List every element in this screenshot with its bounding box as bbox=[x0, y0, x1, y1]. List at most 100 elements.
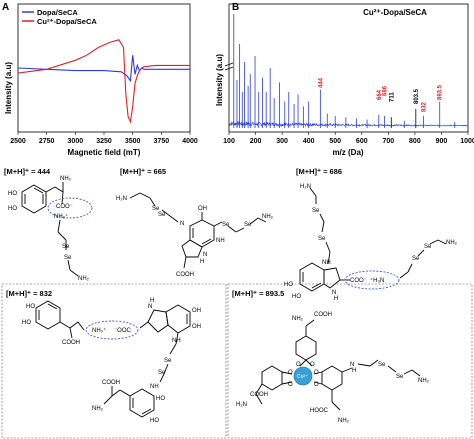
x-tick-label: 600 bbox=[356, 138, 368, 145]
atom-665-h2n: H₂N bbox=[116, 196, 127, 202]
structure-832-box bbox=[1, 283, 227, 439]
x-tick-label: 200 bbox=[250, 138, 262, 145]
atom-665-h: H bbox=[200, 259, 204, 265]
atom-444-se1: Se bbox=[62, 244, 70, 250]
epr-series-1 bbox=[17, 39, 190, 124]
atom-893-o2: O bbox=[310, 362, 315, 368]
structure-832-label: [M+H]⁺ = 832 bbox=[6, 289, 52, 298]
x-tick-label: 3750 bbox=[154, 138, 170, 145]
atom-444-coo: COO⁻ bbox=[56, 204, 73, 210]
x-tick-label: 100 bbox=[223, 138, 235, 145]
atom-686-h2n: H₂N bbox=[300, 184, 311, 190]
atom-686-coo: COO⁻ bbox=[350, 278, 367, 284]
panel-b-letter: B bbox=[232, 2, 239, 13]
peak-label: 444 bbox=[318, 77, 324, 88]
atom-686-nh2: NH₂ bbox=[446, 240, 458, 246]
ring-893-left bbox=[261, 365, 283, 391]
structure-686-label: [M+H]⁺ = 686 bbox=[296, 167, 342, 176]
atom-665-nh-side: NH bbox=[216, 238, 225, 244]
x-tick-label: 300 bbox=[276, 138, 288, 145]
panel-b-plot-frame bbox=[228, 3, 469, 133]
atom-893-nh2-bottom: NH₂ bbox=[338, 418, 350, 424]
atom-665-n: N bbox=[180, 221, 184, 227]
atom-893-n: N bbox=[350, 362, 354, 368]
atom-665-cooh: COOH bbox=[176, 272, 194, 278]
panel-a-legend: Dopa/SeCA Cu²⁺-Dopa/SeCA bbox=[22, 8, 97, 26]
ring-893-top bbox=[295, 335, 317, 361]
atom-893-se2: Se bbox=[396, 374, 404, 380]
x-tick-label: 400 bbox=[303, 138, 315, 145]
panel-a-ylabel: Intensity (a.u) bbox=[4, 62, 13, 114]
axis-break-mark bbox=[224, 62, 234, 71]
x-tick-label: 700 bbox=[382, 138, 394, 145]
panel-b-title: Cu²⁺-Dopa/SeCA bbox=[363, 8, 427, 17]
atom-444-ho1: HO bbox=[8, 191, 17, 197]
structure-893-box bbox=[227, 283, 473, 439]
structure-444-label: [M+H]⁺ = 444 bbox=[4, 167, 51, 176]
panel-b-chart: B Cu²⁺-Dopa/SeCA Intensity (a.u) 100 200 3… bbox=[215, 2, 474, 157]
pyrrole-686 bbox=[323, 267, 341, 289]
atom-444-nh3: NH₃⁺ bbox=[54, 213, 68, 220]
atom-832-nh2b: NH₂ bbox=[92, 406, 104, 412]
panel-a-chart: A Intensity (a.u) 2500 2750 3000 3250 3500 37… bbox=[2, 2, 198, 157]
ion-pair-ellipse-686 bbox=[344, 270, 400, 290]
structure-893-label: [M+H]⁺ = 893.5 bbox=[232, 289, 284, 298]
peak-label: 686 bbox=[383, 85, 389, 96]
atom-832-se1: Se bbox=[164, 358, 172, 364]
atom-832-ho3: HO bbox=[156, 396, 165, 402]
panel-b-x-ticks: 100 200 300 400 500 600 700 800 900 1000 bbox=[223, 132, 474, 145]
atoms-444: HO HO NH₂ COO⁻ NH₃⁺ Se Se NH₂ bbox=[8, 176, 90, 282]
atom-832-cooh2: COOH bbox=[102, 380, 120, 386]
peak-label: 664 bbox=[377, 89, 383, 100]
x-tick-label: 2750 bbox=[39, 138, 55, 145]
atom-893-o3: O bbox=[288, 370, 293, 376]
ring-832-right bbox=[165, 304, 191, 334]
structure-665-label: [M+H]⁺ = 665 bbox=[120, 167, 166, 176]
copper-ion-marker bbox=[293, 366, 313, 386]
atom-832-ooc: ⁻OOC bbox=[114, 328, 132, 334]
atom-832-n: N bbox=[148, 304, 152, 310]
x-tick-label: 4000 bbox=[182, 138, 198, 145]
panel-a-plot-area bbox=[17, 39, 190, 124]
epr-series-0 bbox=[17, 55, 190, 83]
x-tick-label: 3500 bbox=[125, 138, 141, 145]
atom-665-nh2: NH₂ bbox=[262, 214, 274, 220]
atom-832-nh1: NH bbox=[172, 338, 181, 344]
atom-893-h2n: H₂N bbox=[236, 402, 247, 408]
atom-832-se2: Se bbox=[158, 370, 166, 376]
structures-area: [M+H]⁺ = 444 [M+H]⁺ = 665 [M+H]⁺ = 686 [… bbox=[1, 167, 473, 439]
atom-832-ho4: HO bbox=[150, 418, 159, 424]
legend-label-dopa: Dopa/SeCA bbox=[37, 8, 78, 17]
atom-444-nh2: NH₂ bbox=[60, 176, 72, 182]
atom-686-ho1: HO bbox=[284, 282, 293, 288]
atom-893-o5: O bbox=[288, 382, 293, 388]
panel-b-xlabel: m/z (Da) bbox=[332, 148, 363, 157]
panel-a-x-ticks: 2500 2750 3000 3250 3500 3750 4000 bbox=[10, 132, 198, 145]
x-tick-label: 900 bbox=[436, 138, 448, 145]
atom-893-se1: Se bbox=[378, 362, 386, 368]
spectrum-baseline bbox=[228, 121, 469, 128]
atom-832-oh1: OH bbox=[192, 308, 201, 314]
atom-832-ho2: HO bbox=[22, 320, 31, 326]
panel-a-letter: A bbox=[2, 2, 9, 13]
atom-893-nh2-right: NH₂ bbox=[418, 378, 430, 384]
ring-686 bbox=[299, 262, 325, 292]
atom-893-cu: Cu²⁺ bbox=[297, 374, 308, 380]
atom-686-ho2: HO bbox=[292, 294, 301, 300]
ring-832-bottom bbox=[129, 388, 155, 418]
atom-686-se1: Se bbox=[312, 208, 320, 214]
atoms-665: H₂N Se Se N OH Se Se NH₂ N H COOH NH bbox=[116, 196, 274, 278]
atom-686-nh: NH bbox=[322, 260, 331, 266]
atom-686-h3n: ⁺H₃N bbox=[370, 277, 384, 284]
ring-665 bbox=[189, 219, 215, 248]
ring-832-left bbox=[35, 300, 61, 330]
structure-832 bbox=[35, 300, 191, 418]
peak-label: 832 bbox=[421, 101, 427, 112]
atom-686-se2: Se bbox=[318, 236, 326, 242]
atom-665-oh: OH bbox=[198, 206, 207, 212]
peak-label: 711 bbox=[389, 92, 395, 102]
ring-893-right bbox=[321, 365, 343, 391]
atom-893-nh2-top: NH₂ bbox=[292, 316, 304, 322]
structure-665 bbox=[129, 192, 267, 269]
